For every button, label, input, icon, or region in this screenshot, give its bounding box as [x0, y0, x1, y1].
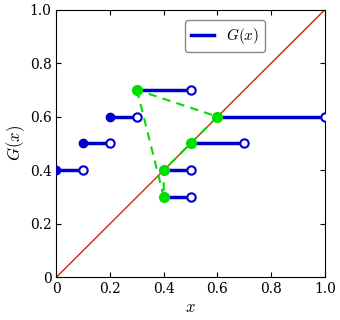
X-axis label: $x$: $x$ [185, 299, 196, 316]
Legend: $G(x)$: $G(x)$ [185, 20, 266, 52]
Y-axis label: $G(x)$: $G(x)$ [4, 125, 27, 161]
